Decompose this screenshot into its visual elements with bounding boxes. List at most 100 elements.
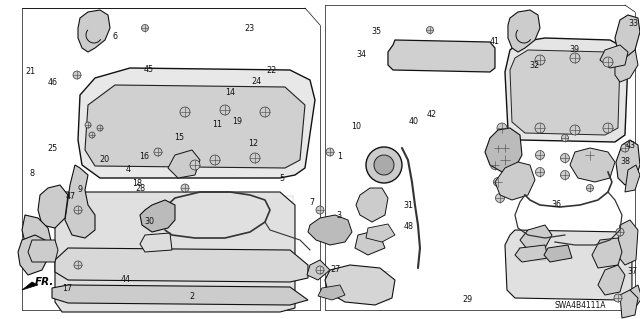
Circle shape xyxy=(603,57,613,67)
Text: SWA4B4111A: SWA4B4111A xyxy=(554,300,605,309)
Text: 30: 30 xyxy=(144,217,154,226)
Circle shape xyxy=(250,153,260,163)
Polygon shape xyxy=(520,225,552,250)
Circle shape xyxy=(616,228,624,236)
Polygon shape xyxy=(307,260,330,280)
Text: 23: 23 xyxy=(244,24,255,33)
Text: 46: 46 xyxy=(47,78,58,87)
Polygon shape xyxy=(615,45,638,82)
Circle shape xyxy=(190,160,200,170)
Circle shape xyxy=(535,55,545,65)
Text: 5: 5 xyxy=(279,174,284,183)
Polygon shape xyxy=(505,230,632,300)
Polygon shape xyxy=(485,128,522,172)
Text: 16: 16 xyxy=(139,152,149,161)
Text: 1: 1 xyxy=(337,152,342,161)
Circle shape xyxy=(501,144,509,152)
Polygon shape xyxy=(625,165,640,192)
Polygon shape xyxy=(28,240,58,262)
Circle shape xyxy=(490,160,499,169)
Circle shape xyxy=(570,53,580,63)
Text: 21: 21 xyxy=(26,67,36,76)
Circle shape xyxy=(154,148,162,156)
Text: 10: 10 xyxy=(351,122,362,130)
Polygon shape xyxy=(38,185,68,228)
Circle shape xyxy=(260,107,270,117)
Circle shape xyxy=(621,144,629,152)
Text: 31: 31 xyxy=(403,201,413,210)
Polygon shape xyxy=(18,235,48,275)
Polygon shape xyxy=(366,224,395,242)
Circle shape xyxy=(561,153,570,162)
Circle shape xyxy=(97,125,103,131)
Text: 24: 24 xyxy=(251,77,261,86)
Circle shape xyxy=(141,25,148,32)
Text: 39: 39 xyxy=(570,45,580,54)
Circle shape xyxy=(495,145,502,152)
Text: 7: 7 xyxy=(309,198,314,207)
Circle shape xyxy=(73,71,81,79)
Text: 44: 44 xyxy=(121,275,131,284)
Text: 4: 4 xyxy=(125,165,131,174)
Polygon shape xyxy=(620,290,638,318)
Text: 48: 48 xyxy=(403,222,413,231)
Text: 35: 35 xyxy=(371,27,381,36)
Text: 32: 32 xyxy=(529,61,540,70)
Circle shape xyxy=(210,155,220,165)
Text: 17: 17 xyxy=(62,284,72,293)
Circle shape xyxy=(561,170,570,180)
Text: 27: 27 xyxy=(331,265,341,274)
Polygon shape xyxy=(495,162,535,200)
Circle shape xyxy=(586,151,595,160)
Polygon shape xyxy=(78,68,315,178)
Circle shape xyxy=(74,261,82,269)
Polygon shape xyxy=(600,45,628,68)
Polygon shape xyxy=(55,192,295,312)
Text: 19: 19 xyxy=(232,117,242,126)
Circle shape xyxy=(326,148,334,156)
Polygon shape xyxy=(55,248,308,282)
Circle shape xyxy=(536,151,545,160)
Polygon shape xyxy=(616,140,640,185)
Polygon shape xyxy=(592,238,622,268)
Text: 28: 28 xyxy=(136,184,146,193)
Text: 20: 20 xyxy=(99,155,109,164)
Circle shape xyxy=(586,184,593,191)
Polygon shape xyxy=(325,265,395,305)
Polygon shape xyxy=(508,10,540,52)
Polygon shape xyxy=(615,15,640,58)
Circle shape xyxy=(181,184,189,192)
Circle shape xyxy=(570,125,580,135)
Text: 11: 11 xyxy=(212,120,223,129)
Text: 42: 42 xyxy=(427,110,437,119)
Text: 29: 29 xyxy=(462,295,472,304)
Text: 41: 41 xyxy=(490,37,500,46)
Polygon shape xyxy=(515,245,548,262)
Circle shape xyxy=(220,105,230,115)
Polygon shape xyxy=(318,285,345,300)
Text: 8: 8 xyxy=(29,169,35,178)
Text: 33: 33 xyxy=(628,19,639,28)
Text: 37: 37 xyxy=(627,267,637,276)
Polygon shape xyxy=(355,230,385,255)
Polygon shape xyxy=(78,10,110,52)
Polygon shape xyxy=(85,85,305,168)
Text: 40: 40 xyxy=(409,117,419,126)
Circle shape xyxy=(536,167,545,176)
Polygon shape xyxy=(598,265,625,295)
Text: 18: 18 xyxy=(132,179,143,188)
Circle shape xyxy=(535,123,545,133)
Polygon shape xyxy=(52,285,308,305)
Text: 47: 47 xyxy=(65,192,76,201)
Text: 12: 12 xyxy=(248,139,258,148)
Polygon shape xyxy=(168,150,200,178)
Text: 14: 14 xyxy=(225,88,236,97)
Text: 45: 45 xyxy=(144,65,154,74)
Polygon shape xyxy=(570,148,615,182)
Polygon shape xyxy=(140,200,175,232)
Polygon shape xyxy=(544,245,572,262)
Circle shape xyxy=(374,155,394,175)
Text: FR.: FR. xyxy=(35,277,54,287)
Polygon shape xyxy=(140,233,172,252)
Polygon shape xyxy=(65,165,95,238)
